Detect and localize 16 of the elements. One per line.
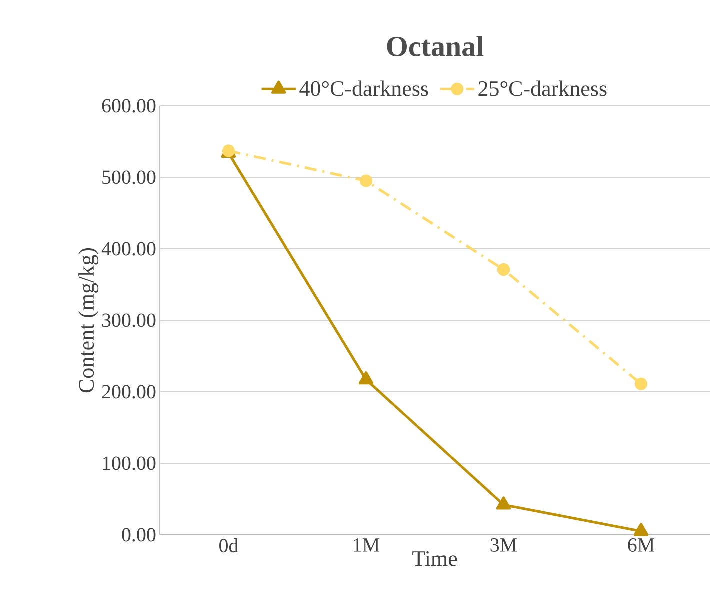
y-tick-label: 200.00 bbox=[102, 385, 156, 399]
x-tick-label: 3M bbox=[490, 538, 518, 552]
x-axis-title: Time bbox=[412, 551, 458, 566]
x-tick-label: 0d bbox=[220, 538, 239, 553]
y-tick-label: 600.00 bbox=[102, 99, 156, 113]
chart-title: Octanal bbox=[387, 36, 484, 56]
y-axis-title: Content (mg/kg) bbox=[78, 248, 99, 393]
legend-label: 25°C-darkness bbox=[478, 80, 607, 96]
legend-label: 40°C-darkness bbox=[300, 80, 428, 96]
y-tick-label: 400.00 bbox=[102, 242, 156, 256]
y-tick-label: 100.00 bbox=[103, 456, 156, 470]
y-tick-label: 300.00 bbox=[102, 314, 156, 328]
y-tick-label: 0.00 bbox=[122, 528, 156, 542]
x-tick-label: 6M bbox=[628, 538, 655, 552]
x-tick-label: 1M bbox=[354, 538, 380, 552]
y-tick-label: 500.00 bbox=[102, 170, 156, 184]
